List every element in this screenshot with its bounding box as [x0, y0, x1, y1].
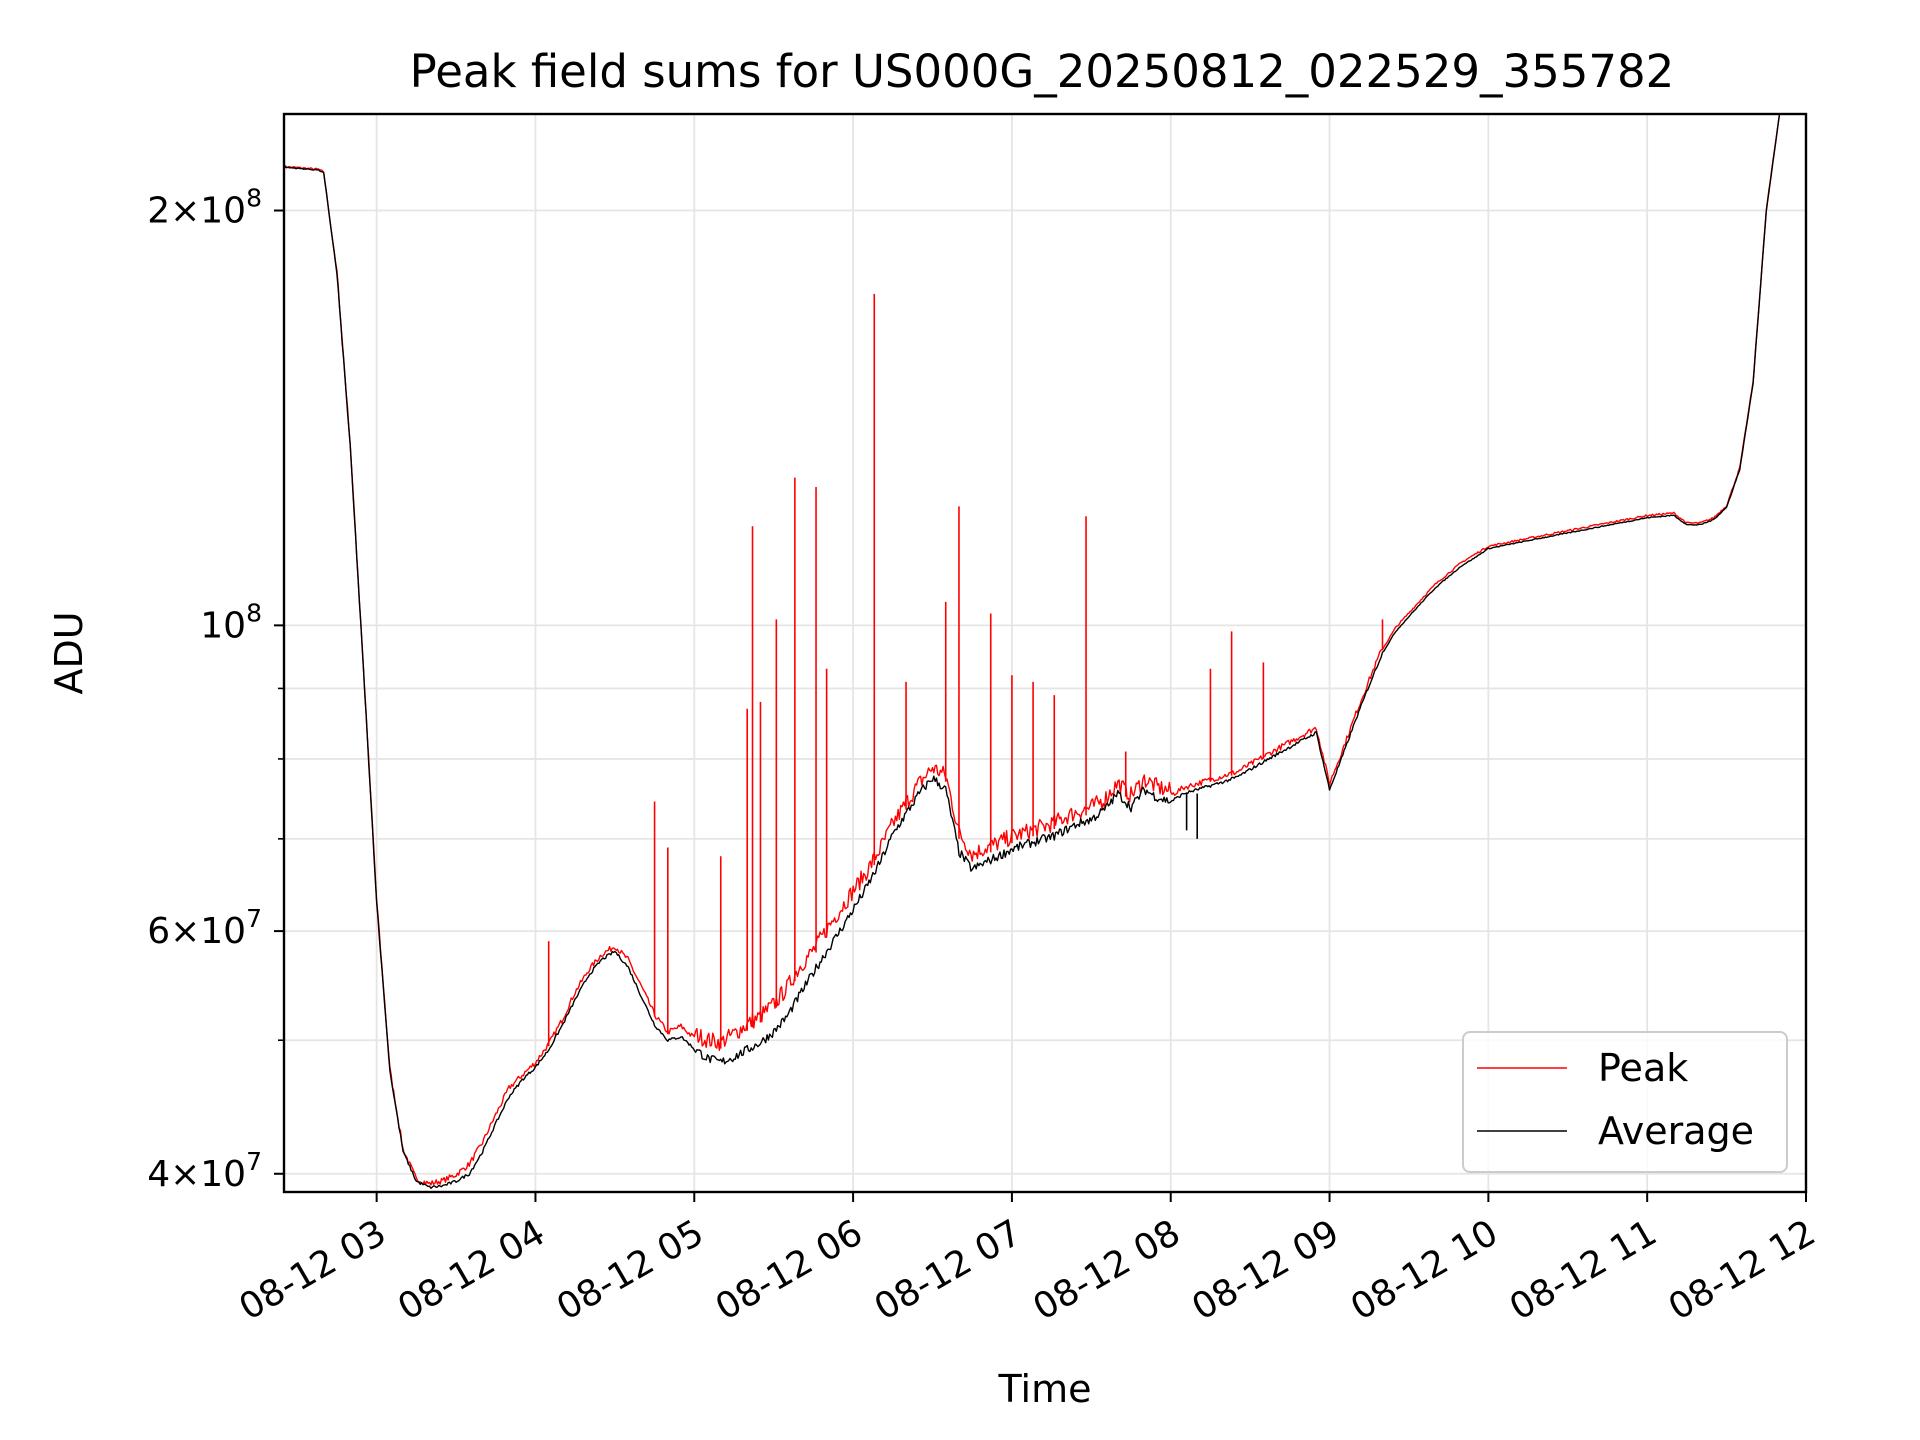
y-tick-ten: 10	[200, 191, 246, 232]
legend-label-average: Average	[1598, 1109, 1754, 1153]
y-axis-label: ADU	[47, 611, 91, 694]
legend-label-peak: Peak	[1598, 1046, 1688, 1090]
y-tick-label: 108	[200, 598, 262, 646]
y-tick-ten: 10	[200, 605, 246, 646]
y-tick-exponent: 8	[246, 598, 262, 627]
y-tick-base: 4	[147, 1154, 170, 1195]
y-tick-label: 4×107	[147, 1147, 262, 1195]
y-tick-base: 6	[147, 911, 170, 952]
legend-box	[1462, 1031, 1788, 1173]
plot-area-frame	[282, 112, 1808, 1194]
legend: Peak Average	[1462, 1031, 1788, 1173]
y-tick-times: ×	[170, 191, 200, 232]
chart-title: Peak field sums for US000G_20250812_0225…	[410, 45, 1675, 98]
x-axis-label: Time	[998, 1367, 1092, 1411]
y-tick-base: 2	[147, 191, 170, 232]
y-tick-times: ×	[170, 911, 200, 952]
y-tick-exponent: 7	[246, 904, 262, 933]
y-tick-exponent: 7	[246, 1147, 262, 1176]
series-line-peak	[283, 113, 1806, 1186]
y-tick-label: 2×108	[147, 184, 262, 232]
y-tick-ten: 10	[200, 1154, 246, 1195]
series-line-average	[283, 113, 1807, 1189]
y-tick-ten: 10	[200, 911, 246, 952]
y-tick-exponent: 8	[246, 184, 262, 213]
y-tick-times: ×	[170, 1154, 200, 1195]
plot-series	[283, 113, 1807, 1189]
y-tick-label: 6×107	[147, 904, 262, 952]
